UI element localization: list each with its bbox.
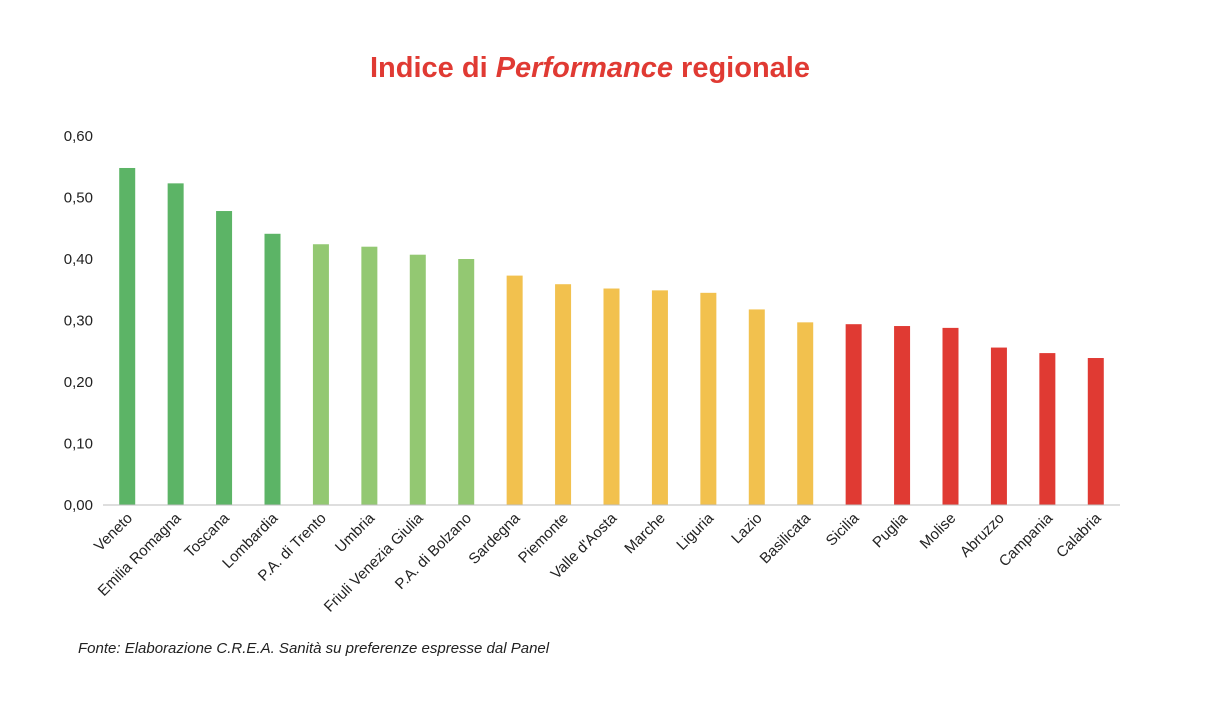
- y-tick-label: 0,50: [64, 190, 93, 207]
- bar: [312, 244, 329, 506]
- y-tick-label: 0,30: [64, 313, 93, 330]
- y-tick-label: 0,60: [64, 128, 93, 145]
- x-tick-label: Campania: [996, 509, 1057, 570]
- x-tick-label: Veneto: [91, 510, 136, 555]
- x-tick-label: Molise: [917, 510, 960, 553]
- bar: [1087, 358, 1104, 505]
- x-tick-label: Sicilia: [823, 509, 863, 549]
- bar: [603, 288, 620, 505]
- bar: [845, 324, 862, 505]
- bar: [651, 290, 668, 505]
- bar: [894, 326, 911, 505]
- x-tick-label: Marche: [621, 510, 668, 557]
- chart-title: Indice di Performance regionale: [0, 52, 1180, 85]
- y-tick-label: 0,00: [64, 497, 93, 514]
- bar: [942, 327, 959, 505]
- x-tick-label: Lazio: [728, 510, 765, 547]
- bar: [990, 347, 1007, 505]
- bar: [458, 259, 475, 505]
- chart-title-part-2: Performance: [495, 52, 673, 84]
- bar: [700, 292, 717, 505]
- x-tick-label: Sardegna: [465, 509, 523, 567]
- bar: [506, 275, 523, 505]
- x-tick-label: Basilicata: [757, 509, 815, 567]
- bar: [797, 322, 814, 505]
- x-tick-label: Umbria: [332, 509, 379, 556]
- bar: [361, 246, 378, 505]
- bar: [1039, 353, 1056, 505]
- x-tick-label: Puglia: [869, 509, 911, 551]
- bar: [264, 233, 281, 505]
- source-note: Fonte: Elaborazione C.R.E.A. Sanità su p…: [78, 640, 550, 657]
- bar: [748, 309, 765, 505]
- y-tick-label: 0,10: [64, 436, 93, 453]
- x-tick-label: Liguria: [673, 509, 717, 553]
- bar: [216, 211, 233, 505]
- bar: [409, 254, 426, 505]
- bar: [167, 183, 184, 506]
- bar: [119, 167, 136, 506]
- chart-title-part-1: Indice di: [370, 52, 496, 84]
- x-tick-label: Calabria: [1053, 509, 1105, 561]
- y-tick-label: 0,20: [64, 374, 93, 391]
- bar: [555, 284, 572, 505]
- x-tick-label: Emilia Romagna: [95, 509, 185, 599]
- chart-title-part-3: regionale: [673, 52, 810, 84]
- y-tick-label: 0,40: [64, 251, 93, 268]
